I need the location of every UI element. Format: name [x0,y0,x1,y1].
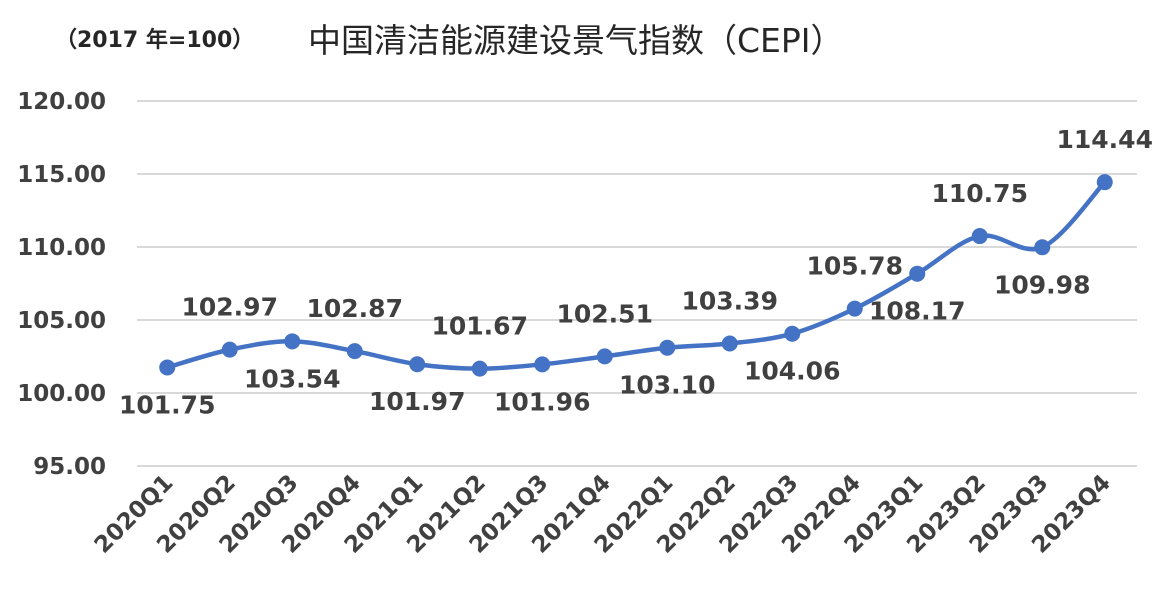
chart-title: 中国清洁能源建设景气指数（CEPI） [308,21,844,60]
y-tick-label: 100.00 [17,381,106,407]
data-label: 103.39 [682,287,778,316]
data-label: 102.51 [557,299,653,328]
data-point [784,325,801,342]
data-label: 102.97 [182,293,278,322]
y-tick-label: 120.00 [17,89,106,115]
y-tick-label: 95.00 [33,454,106,480]
data-label: 101.67 [432,312,528,341]
y-tick-label: 115.00 [17,162,106,188]
data-point [221,341,238,358]
series-line [165,179,1107,371]
data-point [659,339,676,356]
data-label: 101.96 [494,387,590,416]
data-label: 102.87 [307,294,403,323]
data-label: 105.78 [807,252,903,281]
data-point [346,343,363,360]
data-point [596,348,613,365]
data-point [471,360,488,377]
data-point [1034,239,1051,256]
data-label: 108.17 [869,297,965,326]
data-point [846,300,863,317]
data-labels: 101.75 102.97 103.54 102.87 101.97 101.67 101.… [119,125,1153,419]
series-line-group [165,179,1107,371]
data-point [1096,174,1113,191]
data-point [534,356,551,373]
data-label: 101.75 [119,390,215,419]
data-label: 109.98 [994,270,1090,299]
data-point [159,359,176,376]
data-label: 103.10 [619,371,715,400]
data-label: 101.97 [369,387,465,416]
data-label: 104.06 [744,357,840,386]
data-point [721,335,738,352]
data-points [159,174,1113,377]
y-tick-label: 105.00 [17,308,106,334]
data-point [909,265,926,282]
data-label: 103.54 [244,364,340,393]
data-point [409,356,426,373]
data-label: 114.44 [1057,125,1153,154]
data-point [284,333,301,350]
y-axis: 95.00 100.00 105.00 110.00 115.00 120.00 [17,89,106,480]
data-label: 110.75 [932,179,1028,208]
gridlines [137,100,1137,467]
x-axis: 2020Q12020Q22020Q32020Q42021Q12021Q22021… [90,470,1116,559]
data-point [971,228,988,245]
chart-subtitle: （2017 年=100） [55,27,254,53]
y-tick-label: 110.00 [17,235,106,261]
